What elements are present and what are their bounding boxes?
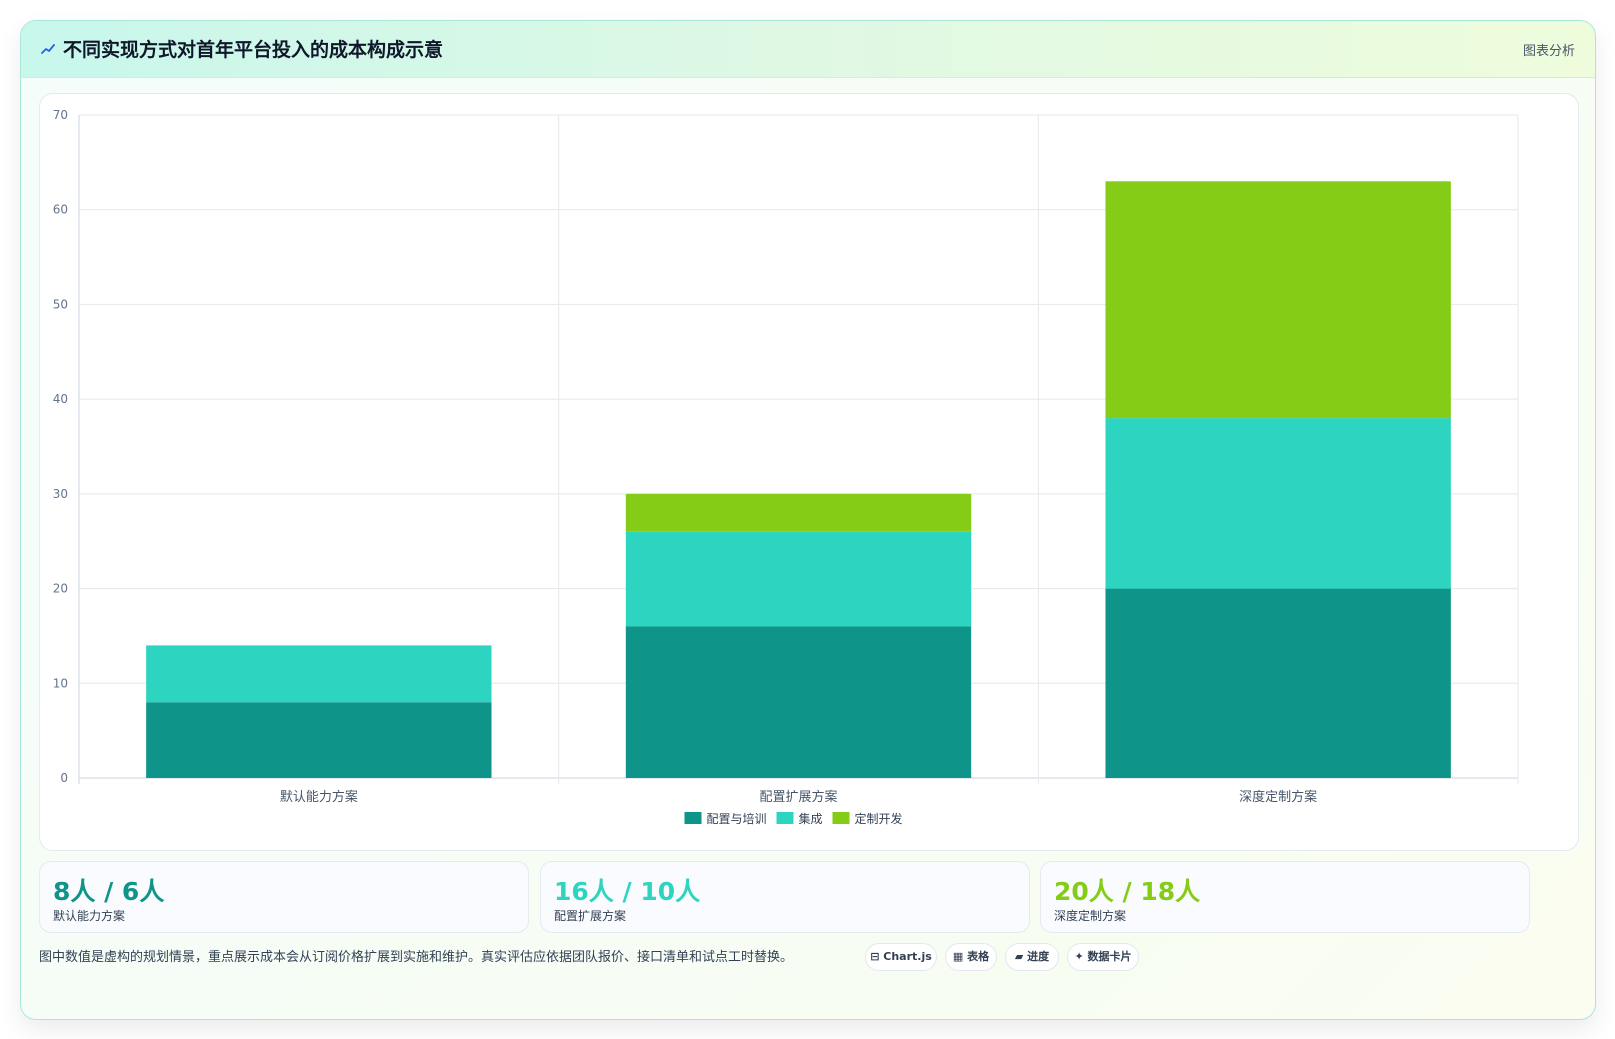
y-tick-label: 50 bbox=[53, 297, 68, 311]
bar-segment bbox=[146, 645, 492, 703]
chart-panel: 0 10 20 30 40 50 60 70 默认能力方案 配置扩展方案 深度定制方案配置与培训 集成… bbox=[39, 93, 1579, 851]
legend-label: 配置与培训 bbox=[707, 811, 767, 826]
stat-card-default: 8人 / 6人 默认能力方案 bbox=[39, 861, 529, 933]
bar-segment bbox=[1105, 181, 1451, 419]
chart-card: 不同实现方式对首年平台投入的成本构成示意 图表分析 0 10 20 30 40 50 60 7… bbox=[20, 20, 1596, 1020]
bar-segment bbox=[625, 493, 972, 532]
stat-label: 深度定制方案 bbox=[1054, 909, 1127, 923]
legend-label: 定制开发 bbox=[855, 811, 903, 826]
x-tick-label: 深度定制方案 bbox=[1239, 789, 1317, 805]
bar-segment bbox=[1105, 588, 1451, 778]
bar-segment bbox=[1105, 418, 1451, 589]
footnote: 图中数值是虚构的规划情景，重点展示成本会从订阅价格扩展到实施和维护。真实评估应依… bbox=[39, 950, 794, 965]
bar-segment bbox=[625, 531, 972, 627]
y-tick-label: 10 bbox=[53, 676, 68, 690]
trend-line-icon bbox=[41, 44, 55, 54]
card-header: 不同实现方式对首年平台投入的成本构成示意 图表分析 bbox=[21, 21, 1595, 78]
x-tick-label: 配置扩展方案 bbox=[759, 789, 837, 805]
chip-table[interactable]: ▦ 表格 bbox=[945, 943, 997, 971]
bar-segment bbox=[146, 702, 492, 778]
stat-value: 20人 / 18人 bbox=[1054, 877, 1201, 906]
chart-analysis-tag: 图表分析 bbox=[1522, 44, 1575, 59]
y-tick-label: 40 bbox=[53, 392, 68, 406]
legend-swatch bbox=[832, 812, 850, 824]
chip-chartjs[interactable]: ⊟ Chart.js bbox=[865, 943, 937, 971]
legend-label: 集成 bbox=[799, 811, 823, 826]
stat-label: 配置扩展方案 bbox=[554, 909, 627, 923]
legend-swatch bbox=[684, 812, 702, 824]
stat-card-custom: 20人 / 18人 深度定制方案 bbox=[1040, 861, 1530, 933]
bar-segment bbox=[625, 626, 972, 778]
stat-value: 8人 / 6人 bbox=[53, 877, 165, 906]
chip-data-cards[interactable]: ✦ 数据卡片 bbox=[1067, 943, 1139, 971]
y-tick-label: 70 bbox=[53, 108, 68, 122]
stat-card-config: 16人 / 10人 配置扩展方案 bbox=[540, 861, 1030, 933]
y-tick-label: 0 bbox=[60, 771, 68, 785]
y-tick-label: 60 bbox=[53, 203, 68, 217]
chart-title: 不同实现方式对首年平台投入的成本构成示意 bbox=[63, 39, 444, 61]
stat-label: 默认能力方案 bbox=[53, 909, 126, 923]
y-tick-label: 30 bbox=[53, 487, 68, 501]
legend-swatch bbox=[776, 812, 794, 824]
y-tick-label: 20 bbox=[53, 582, 68, 596]
stat-value: 16人 / 10人 bbox=[554, 877, 701, 906]
chip-progress[interactable]: ▰ 进度 bbox=[1005, 943, 1059, 971]
x-tick-label: 默认能力方案 bbox=[280, 789, 358, 805]
